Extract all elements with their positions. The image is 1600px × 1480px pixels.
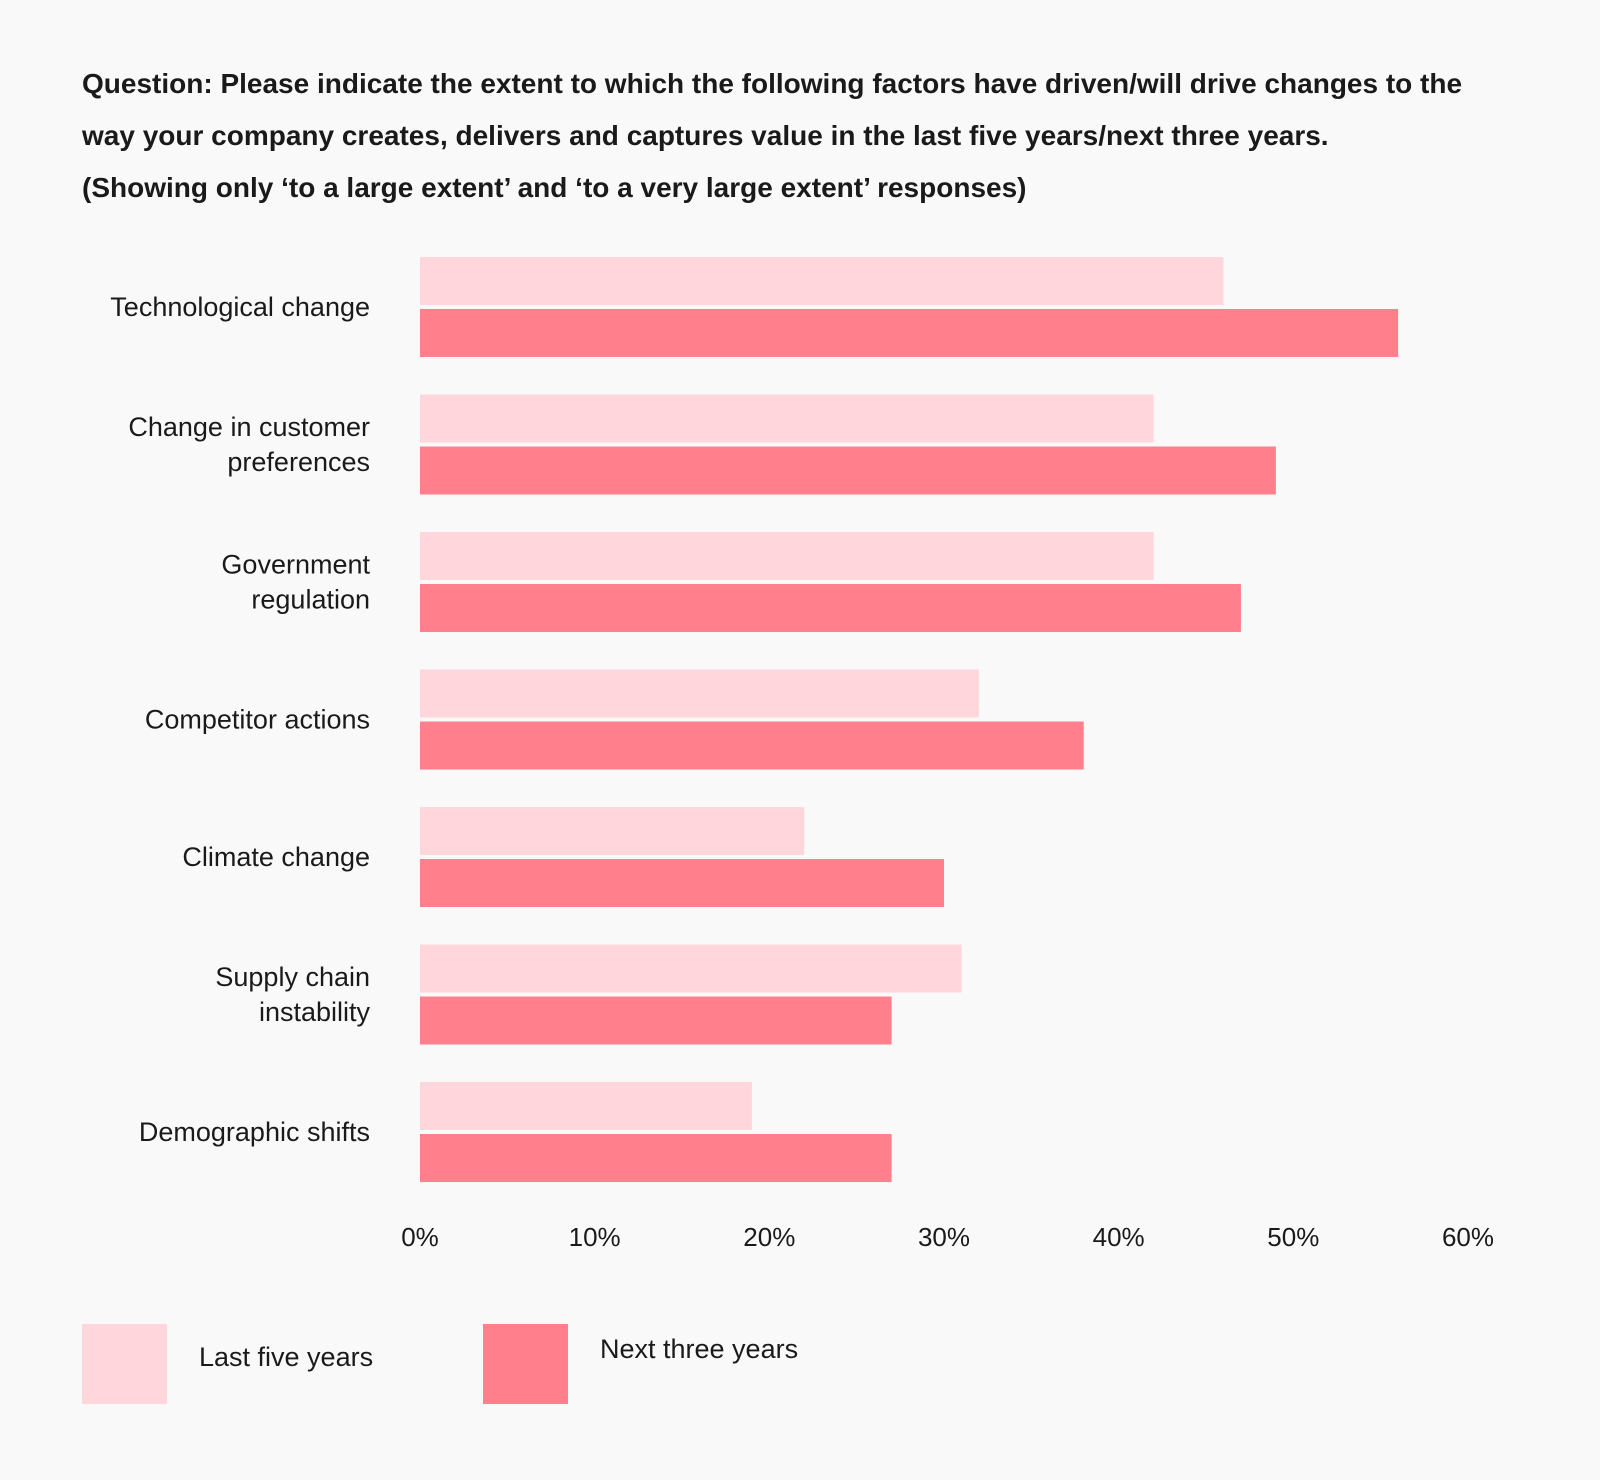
bar-next-three-years-2 <box>420 584 1241 632</box>
bar-last-five-years-0 <box>420 257 1224 305</box>
category-label-1-line-0: Change in customer <box>128 412 370 442</box>
legend-label-last-five-years: Last five years <box>199 1342 373 1372</box>
category-label-0: Technological change <box>110 292 370 322</box>
chart-question: Question: Please indicate the extent to … <box>82 58 1562 214</box>
bar-next-three-years-1 <box>420 446 1276 495</box>
category-label-3: Competitor actions <box>145 705 370 735</box>
bar-next-three-years-0 <box>420 309 1399 357</box>
legend-swatch-last-five-years <box>82 1324 167 1404</box>
category-label-2-line-1: regulation <box>251 585 370 615</box>
x-tick-label-6: 60% <box>1442 1222 1494 1252</box>
bar-last-five-years-2 <box>420 532 1154 580</box>
category-label-4: Climate change <box>182 842 370 872</box>
bar-last-five-years-4 <box>420 807 805 855</box>
bar-last-five-years-5 <box>420 944 962 993</box>
x-tick-label-2: 20% <box>743 1222 795 1252</box>
x-tick-label-3: 30% <box>918 1222 970 1252</box>
question-line-1: Question: Please indicate the extent to … <box>82 68 1463 99</box>
legend-swatch-next-three-years <box>483 1324 568 1404</box>
category-label-6: Demographic shifts <box>139 1117 370 1147</box>
bar-next-three-years-3 <box>420 721 1084 770</box>
bar-next-three-years-5 <box>420 996 892 1045</box>
x-tick-label-1: 10% <box>569 1222 621 1252</box>
bar-last-five-years-1 <box>420 394 1154 443</box>
category-label-5-line-0: Supply chain <box>215 962 370 992</box>
bar-last-five-years-6 <box>420 1082 752 1130</box>
x-tick-label-4: 40% <box>1093 1222 1145 1252</box>
x-tick-label-0: 0% <box>401 1222 439 1252</box>
question-line-2: way your company creates, delivers and c… <box>82 120 1329 151</box>
category-label-5-line-1: instability <box>259 997 371 1027</box>
x-tick-label-5: 50% <box>1267 1222 1319 1252</box>
question-line-3: (Showing only ‘to a large extent’ and ‘t… <box>82 172 1027 203</box>
category-label-1-line-1: preferences <box>227 447 370 477</box>
bar-next-three-years-4 <box>420 859 944 907</box>
bar-next-three-years-6 <box>420 1134 892 1182</box>
bar-last-five-years-3 <box>420 669 979 718</box>
category-label-2-line-0: Government <box>221 550 370 580</box>
legend-label-next-three-years: Next three years <box>600 1334 798 1364</box>
